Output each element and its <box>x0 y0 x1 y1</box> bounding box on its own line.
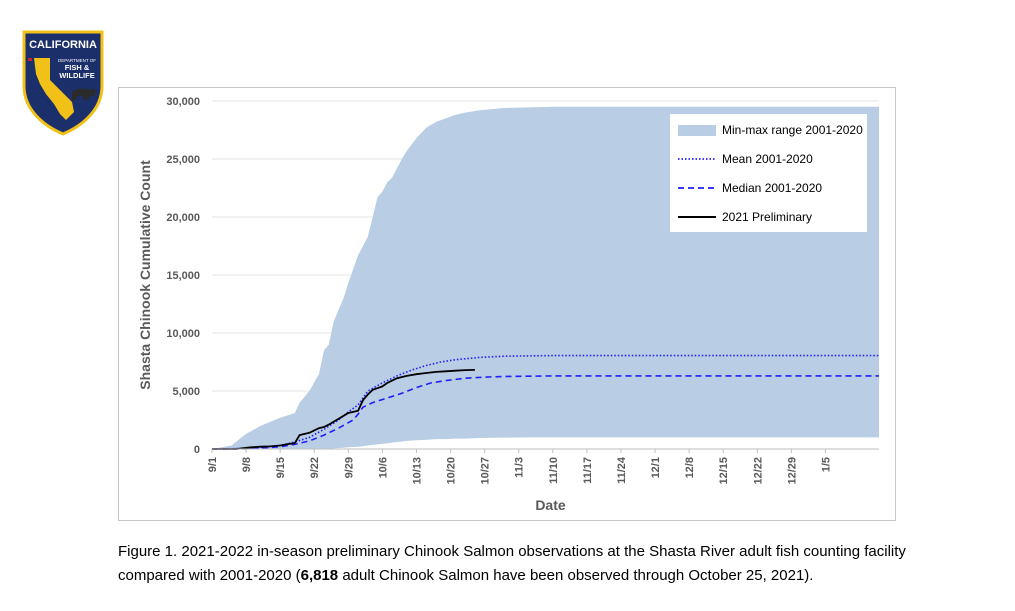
y-tick-label: 0 <box>194 444 200 456</box>
caption-prefix: Figure 1. 2021-2022 in-season preliminar… <box>118 543 906 584</box>
x-tick-label: 12/1 <box>650 457 662 478</box>
x-tick-label: 12/22 <box>752 457 764 485</box>
x-tick-label: 10/27 <box>480 457 492 485</box>
logo-line-4: WILDLIFE <box>59 71 94 80</box>
y-tick-label: 5,000 <box>172 386 200 398</box>
x-tick-label: 11/3 <box>514 457 526 478</box>
y-axis-title: Shasta Chinook Cumulative Count <box>137 160 153 390</box>
y-tick-label: 15,000 <box>166 270 200 282</box>
y-tick-label: 30,000 <box>166 96 200 108</box>
x-tick-label: 1/5 <box>820 457 832 472</box>
chart: 0 5,000 10,000 15,000 20,000 25,000 30,000 9/1 9… <box>137 96 879 513</box>
y-tick-label: 20,000 <box>166 212 200 224</box>
legend-label: Min-max range 2001-2020 <box>722 123 863 137</box>
x-tick-label: 11/10 <box>548 457 560 484</box>
logo-line-3: FISH & <box>65 63 90 72</box>
y-tick-label: 25,000 <box>166 154 200 166</box>
x-tick-label: 9/22 <box>309 457 321 478</box>
x-axis-title: Date <box>535 497 566 513</box>
series-line-solid <box>212 369 475 450</box>
x-tick-label: 12/15 <box>718 457 730 485</box>
chart-line-layer <box>211 354 879 450</box>
x-tick-label: 10/20 <box>446 457 458 485</box>
x-tick-label: 12/29 <box>786 457 798 485</box>
x-tick-label: 9/15 <box>275 457 287 478</box>
bear-icon <box>72 88 96 100</box>
california-state-icon <box>34 58 74 120</box>
x-tick-label: 9/8 <box>241 457 253 472</box>
legend-label: Mean 2001-2020 <box>722 152 813 166</box>
cdfw-logo: CALIFORNIA DEPARTMENT OF FISH & WILDLIFE <box>20 28 106 136</box>
x-tick-label: 9/1 <box>207 457 219 472</box>
caption-suffix: adult Chinook Salmon have been observed … <box>338 567 814 584</box>
legend-swatch-band <box>678 125 716 136</box>
cdfw-shield-icon: CALIFORNIA DEPARTMENT OF FISH & WILDLIFE <box>22 30 104 136</box>
logo-line-2: DEPARTMENT OF <box>58 58 96 63</box>
series-line-dashed <box>211 375 879 450</box>
x-tick-label: 11/24 <box>616 456 628 484</box>
x-tick-label: 11/17 <box>582 457 594 484</box>
y-tick-label: 10,000 <box>166 328 200 340</box>
x-tick-label: 10/13 <box>411 457 423 485</box>
x-tick-label: 10/6 <box>377 457 389 478</box>
x-tick-label: 9/29 <box>343 457 355 478</box>
chart-legend: Min-max range 2001-2020 Mean 2001-2020 Med… <box>670 114 867 232</box>
logo-red-bar-icon <box>28 58 32 61</box>
legend-label: 2021 Preliminary <box>722 210 812 224</box>
logo-line-1: CALIFORNIA <box>29 39 97 51</box>
figure-caption: Figure 1. 2021-2022 in-season preliminar… <box>118 540 918 588</box>
chart-axes: 0 5,000 10,000 15,000 20,000 25,000 30,000 9/1 9… <box>166 96 879 485</box>
x-tick-label: 12/8 <box>684 457 696 478</box>
legend-label: Median 2001-2020 <box>722 181 822 195</box>
caption-count: 6,818 <box>300 567 339 584</box>
chart-frame: 0 5,000 10,000 15,000 20,000 25,000 30,000 9/1 9… <box>118 87 896 521</box>
